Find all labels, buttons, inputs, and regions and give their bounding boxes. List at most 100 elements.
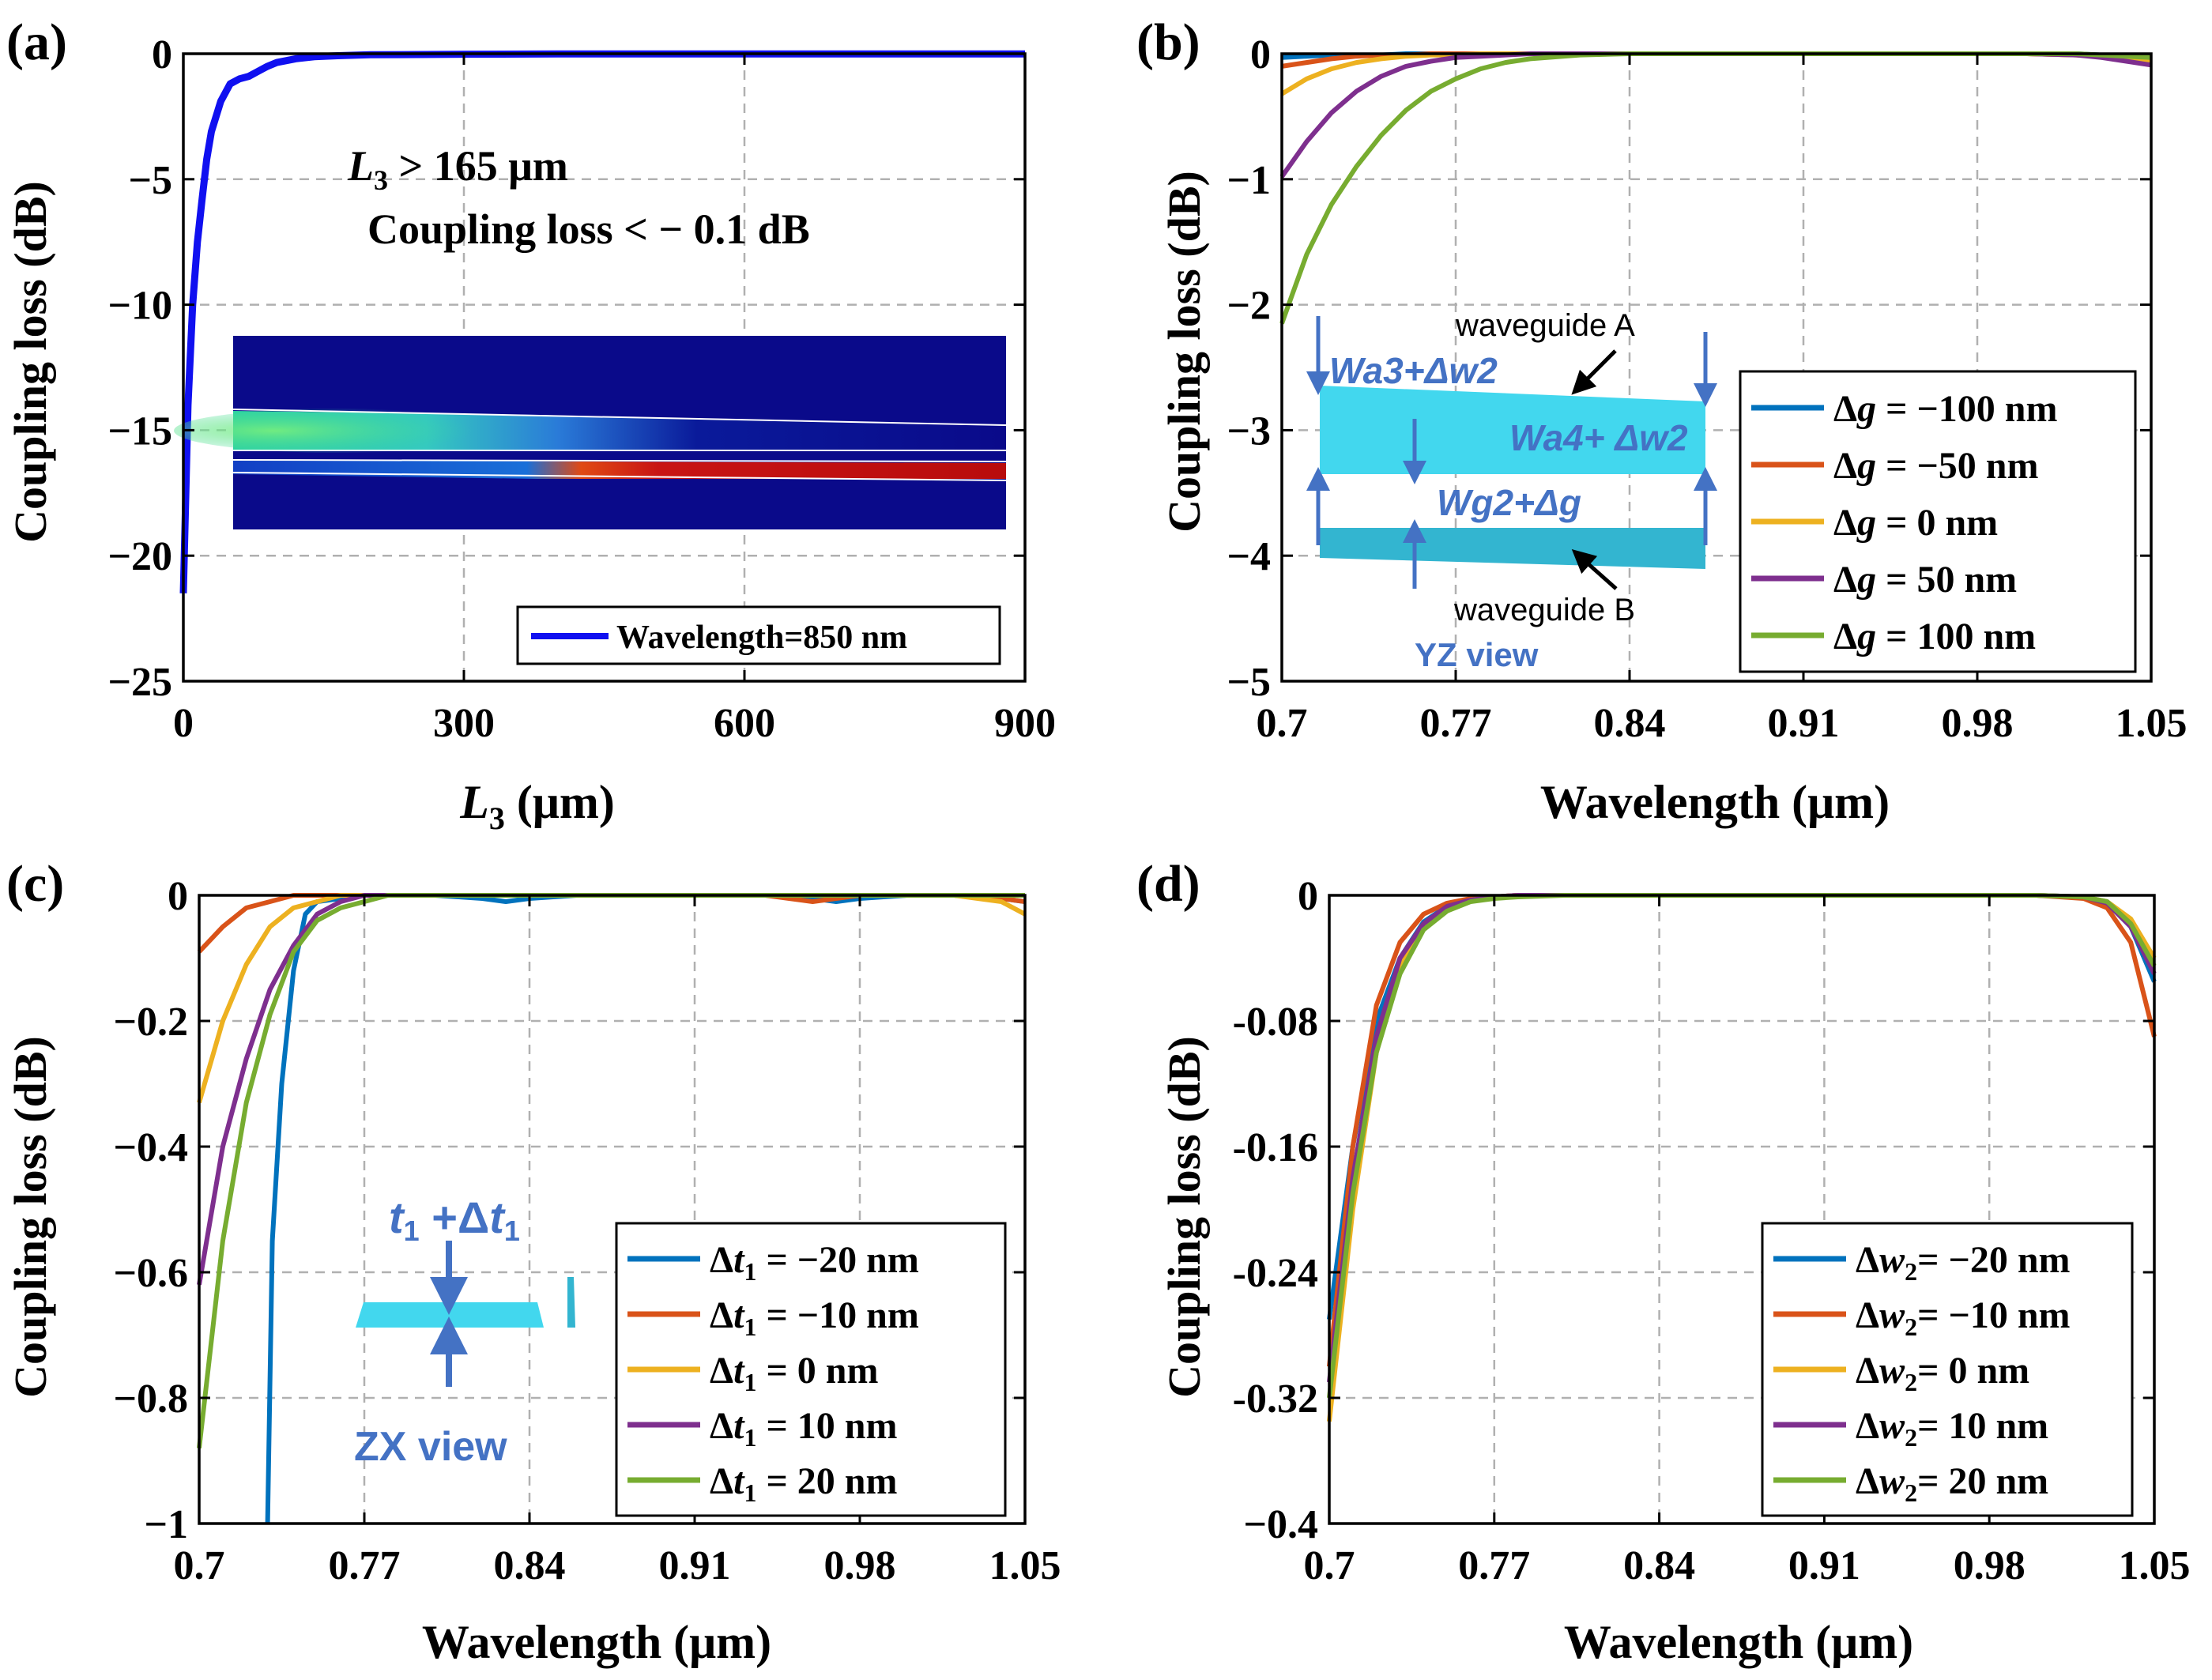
legend-label: Wavelength=850 nm <box>616 620 907 656</box>
pointer-arrow <box>1571 549 1618 590</box>
x-tick-label: 0.91 <box>1768 701 1840 746</box>
plot-frame <box>182 52 1027 683</box>
boundary-line <box>232 409 1007 426</box>
y-tick-label: −1 <box>144 1502 188 1547</box>
zx-tip-shape <box>567 1277 575 1328</box>
x-tick-label: 0.91 <box>1788 1543 1860 1588</box>
y-tick-label: −0.2 <box>113 1000 188 1045</box>
field-glow <box>174 409 506 453</box>
x-tick-label: 900 <box>994 701 1056 746</box>
x-tick-label: 0.84 <box>494 1543 566 1588</box>
axes-b: 0.7 0.77 0.84 0.91 0.98 1.05 −5 −4 −3 −2 −1 0 <box>1227 32 2187 746</box>
series-line <box>1279 51 2152 179</box>
y-tick-label: −15 <box>107 409 172 454</box>
legend-label: Δt1 = 10 nm <box>710 1405 897 1452</box>
y-tick-label: −5 <box>1227 660 1271 705</box>
annotation-line2: Coupling loss < − 0.1 dB <box>367 205 810 253</box>
legend-d: Δw2= −20 nm Δw2= −10 nm Δw2= 0 nm Δw2= 10 n… <box>1761 1222 2134 1517</box>
zx-view-inset: t1 +Δt1 ZX view <box>354 1192 575 1470</box>
y-tick-label: −0.4 <box>1243 1502 1318 1547</box>
x-tick-label: 1.05 <box>2116 701 2188 746</box>
series-line <box>197 893 1026 954</box>
y-tick-label: −5 <box>128 158 172 203</box>
y-tick-label: -0.08 <box>1233 1000 1318 1045</box>
y-tick-label: −4 <box>1227 534 1271 579</box>
x-tick-label: 300 <box>433 701 495 746</box>
y-tick-label: 0 <box>152 32 172 77</box>
y-tick-label: −25 <box>107 660 172 705</box>
panel-label-b: (b) <box>1136 13 1200 71</box>
plot-frame <box>1328 894 2156 1525</box>
panel-c: (c) t1 +Δt1 ZX view 0.7 0.77 0.84 0.91 0.98 1… <box>5 855 1061 1668</box>
legend-label: Δt1 = −20 nm <box>710 1239 919 1286</box>
y-tick-label: 0 <box>1250 32 1271 77</box>
legend-label: Δw2= −20 nm <box>1856 1239 2071 1286</box>
x-tick-label: 0.98 <box>824 1543 896 1588</box>
y-axis-label-b: Coupling loss (dB) <box>1159 171 1210 533</box>
legend-label: Δw2= 10 nm <box>1856 1405 2048 1452</box>
y-tick-label: -0.24 <box>1233 1251 1318 1296</box>
x-tick-label: 1.05 <box>989 1543 1061 1588</box>
y-tick-label: -0.16 <box>1233 1125 1318 1170</box>
label-thickness: t1 +Δt1 <box>389 1192 520 1247</box>
y-axis-label-c: Coupling loss (dB) <box>5 1036 56 1398</box>
panel-a: (a) L3 > 165 μm Coupling loss < − 0.1 dB… <box>5 13 1056 836</box>
x-tick-label: 0.84 <box>1594 701 1666 746</box>
x-axis-label-b: Wavelength (μm) <box>1540 776 1890 828</box>
x-tick-label: 0.98 <box>1942 701 2014 746</box>
y-tick-label: −0.8 <box>113 1377 188 1422</box>
x-tick-label: 0.77 <box>1420 701 1492 746</box>
y-tick-label: −1 <box>1227 158 1271 203</box>
y-tick-label: −10 <box>107 284 172 329</box>
x-tick-label: 1.05 <box>2119 1543 2191 1588</box>
y-tick-label: −0.6 <box>113 1251 188 1296</box>
panel-b: (b) waveguide A waveguide B YZ view Wa3+… <box>1136 13 2188 828</box>
label-zx-view: ZX view <box>354 1424 507 1470</box>
x-tick-label: 0 <box>173 701 194 746</box>
axes-c: 0.7 0.77 0.84 0.91 0.98 1.05 −1 −0.8 −0.6 −0.4 −0.… <box>113 874 1061 1588</box>
boundary-line <box>232 472 1007 481</box>
panel-label-d: (d) <box>1136 855 1200 913</box>
x-tick-label: 0.7 <box>1304 1543 1355 1588</box>
zx-waveguide-shape <box>356 1302 544 1328</box>
legend-label: Δg = −100 nm <box>1833 388 2057 430</box>
x-tick-label: 0.84 <box>1623 1543 1695 1588</box>
series-line <box>1280 51 2152 96</box>
y-axis-label-d: Coupling loss (dB) <box>1159 1036 1210 1398</box>
x-axis-label-d: Wavelength (μm) <box>1564 1616 1913 1668</box>
pointer-arrow <box>1571 349 1617 395</box>
x-tick-label: 0.7 <box>1257 701 1308 746</box>
legend-label: Δt1 = 20 nm <box>710 1460 897 1507</box>
legend-label: Δw2= 20 nm <box>1856 1460 2048 1507</box>
series-line <box>1279 51 2152 325</box>
label-yz-view: YZ view <box>1415 636 1539 673</box>
legend-b: Δg = −100 nm Δg = −50 nm Δg = 0 nm Δg = 50 … <box>1739 370 2137 673</box>
label-wa3: Wa3+Δw2 <box>1329 350 1498 391</box>
x-tick-label: 600 <box>714 701 775 746</box>
plot-frame <box>198 894 1027 1525</box>
boundary-line <box>232 459 1007 462</box>
x-tick-label: 0.98 <box>1954 1543 2025 1588</box>
legend-label: Δg = 50 nm <box>1833 559 2017 601</box>
label-waveguide-b: waveguide B <box>1453 593 1635 627</box>
legend-label: Δt1 = −10 nm <box>710 1294 919 1341</box>
series-line <box>197 893 1027 1104</box>
annotation-line1: L3 > 165 μm <box>347 142 568 196</box>
y-tick-label: −2 <box>1227 284 1271 329</box>
y-tick-label: −3 <box>1227 409 1271 454</box>
y-tick-label: -0.32 <box>1233 1377 1318 1422</box>
x-tick-label: 0.7 <box>174 1543 225 1588</box>
x-tick-label: 0.77 <box>329 1543 401 1588</box>
series-lines-b <box>1279 51 2152 325</box>
legend-label: Δg = 0 nm <box>1833 502 1998 544</box>
panel-label-c: (c) <box>6 855 64 913</box>
label-wa4: Wa4+ Δw2 <box>1509 417 1688 458</box>
axes-d: 0.7 0.77 0.84 0.91 0.98 1.05 −0.4 -0.32 -0.24 -0.… <box>1233 874 2191 1588</box>
y-tick-label: −0.4 <box>113 1125 188 1170</box>
yz-view-inset: waveguide A waveguide B YZ view Wa3+Δw2 … <box>1306 308 1717 673</box>
x-tick-label: 0.91 <box>659 1543 731 1588</box>
legend-a: Wavelength=850 nm <box>516 605 1001 665</box>
axes-a: 0 300 600 900 −25 −20 −15 −10 −5 0 <box>107 32 1056 746</box>
x-axis-label-c: Wavelength (μm) <box>422 1616 771 1668</box>
